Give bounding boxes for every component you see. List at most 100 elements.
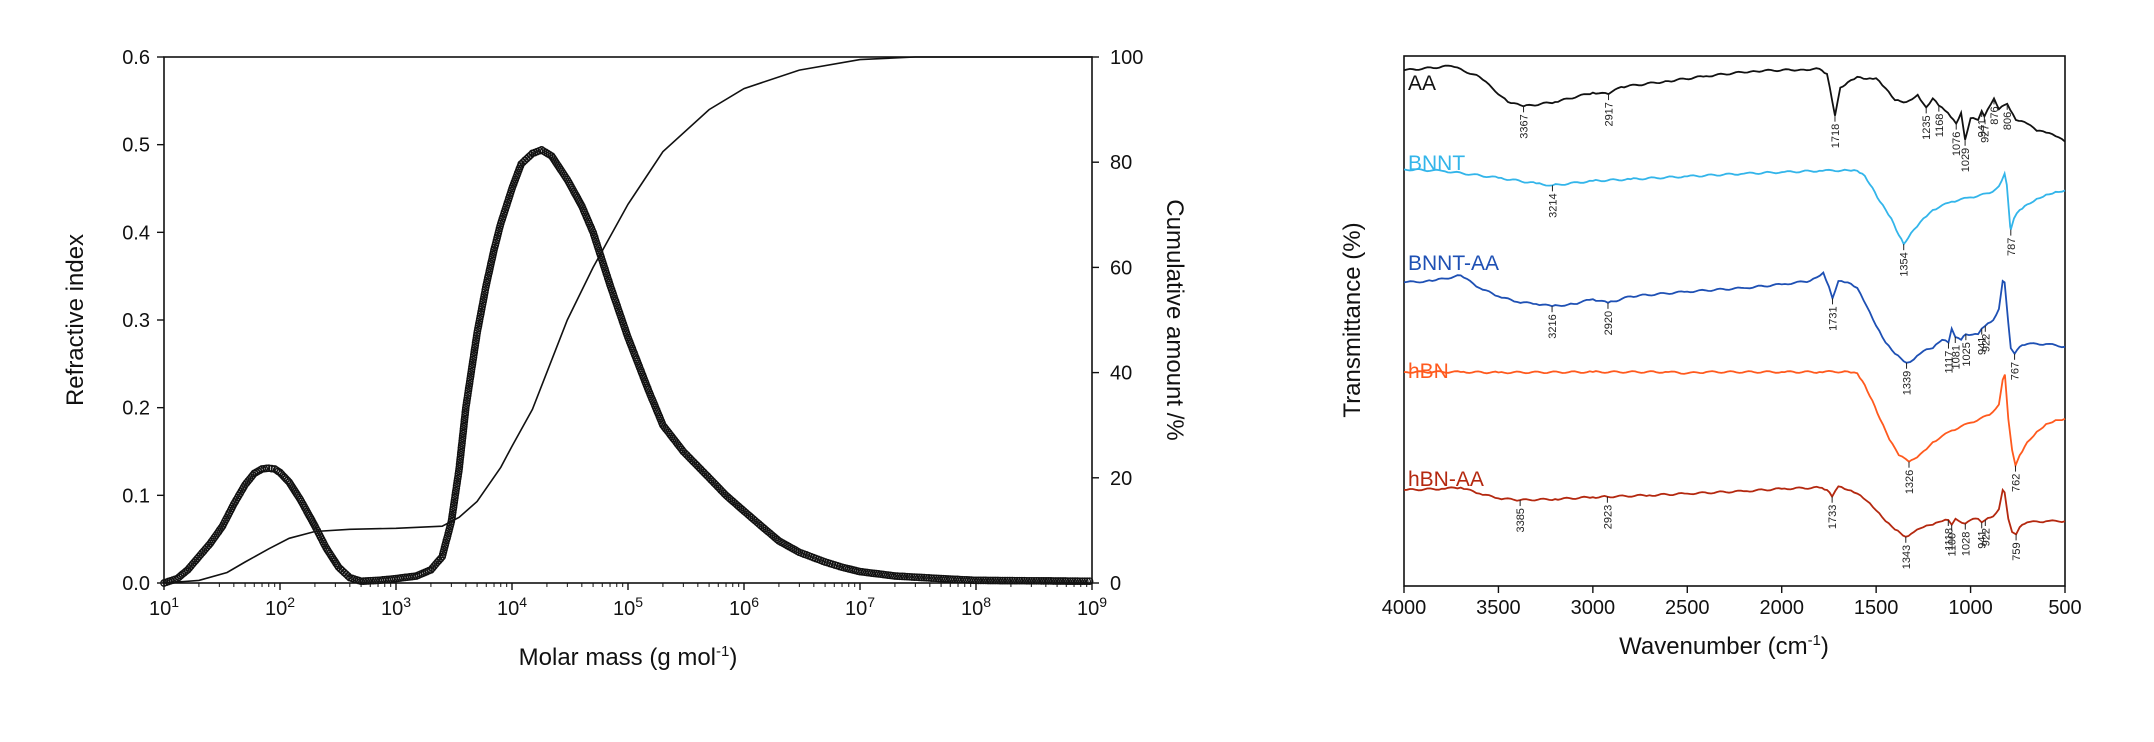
- right-y-tick-label: 40: [1110, 363, 1132, 385]
- left-right-y-ticks: 0 20 40 60 80 100: [1092, 47, 1143, 595]
- peak-label: 3385: [1515, 508, 1527, 532]
- peak-label: 1029: [1960, 148, 1972, 172]
- peak-label: 1718: [1830, 124, 1842, 148]
- x-tick-label: 101: [149, 594, 179, 620]
- refractive-index-point: [929, 574, 938, 583]
- refractive-index-point: [922, 573, 931, 582]
- x-tick-label: 106: [729, 594, 759, 620]
- y-tick-label: 0.3: [122, 310, 150, 332]
- x-tick-label: 1500: [1854, 597, 1899, 619]
- refractive-index-point: [1027, 576, 1036, 585]
- peak-label: 2917: [1603, 102, 1615, 126]
- refractive-index-point: [998, 576, 1007, 585]
- left-y-axis-label: Refractive index: [62, 234, 89, 406]
- x-tick-label: 4000: [1382, 597, 1427, 619]
- refractive-index-point: [1044, 577, 1053, 585]
- refractive-index-point: [969, 576, 978, 585]
- refractive-index-point: [1003, 576, 1012, 585]
- right-x-axis-label-close: ): [1821, 633, 1829, 660]
- peak-label: 3367: [1519, 114, 1531, 138]
- y-tick-label: 0.6: [122, 47, 150, 69]
- right-y-axis-label: Transmittance (%): [1339, 222, 1366, 417]
- refractive-index-point: [979, 576, 988, 585]
- right-x-axis-label-text: Wavenumber (cm: [1619, 633, 1807, 660]
- x-tick-base: 10: [845, 598, 867, 620]
- refractive-index-point: [895, 572, 904, 581]
- peak-label: 3214: [1547, 193, 1559, 217]
- peak-label: 1733: [1827, 505, 1839, 529]
- peak-label: 759: [2011, 542, 2023, 560]
- series-line-aa: [1403, 64, 2066, 143]
- refractive-index-point: [1018, 576, 1026, 585]
- refractive-index-point: [436, 554, 445, 563]
- refractive-index-point: [344, 572, 352, 580]
- x-tick-label: 2000: [1759, 597, 1804, 619]
- x-tick-base: 10: [1077, 598, 1099, 620]
- refractive-index-point: [1073, 577, 1082, 585]
- refractive-index-point: [364, 577, 373, 585]
- refractive-index-point: [898, 572, 907, 581]
- y-tick-label: 0.1: [122, 485, 150, 507]
- refractive-index-point: [996, 576, 1005, 585]
- refractive-index-point: [1085, 577, 1094, 586]
- refractive-index-point: [1078, 577, 1087, 586]
- peak-label: 941: [1977, 119, 1989, 137]
- right-plot-frame: [1403, 55, 2066, 587]
- peak-label: 2923: [1602, 505, 1614, 529]
- left-x-axis-label: Molar mass (g mol-1): [519, 643, 738, 671]
- refractive-index-point: [910, 573, 919, 581]
- peak-label: 787: [2006, 238, 2018, 256]
- left-y-ticks: 0.0 0.1 0.2 0.3 0.4 0.5 0.6: [122, 47, 164, 595]
- refractive-index-point: [1013, 576, 1021, 585]
- peak-label: 1118: [1943, 528, 1955, 551]
- right-y-axis-label: Cumulative amount /%: [1161, 199, 1188, 440]
- left-x-axis-label-close: ): [729, 644, 737, 671]
- peak-label: 806: [2002, 112, 2014, 130]
- series-line-bnnt: [1403, 168, 2066, 246]
- refractive-index-point: [1076, 577, 1084, 586]
- x-tick-exponent: 9: [1099, 594, 1107, 610]
- y-tick-label: 0.4: [122, 222, 150, 244]
- peak-label: 2920: [1603, 311, 1615, 335]
- x-tick-base: 10: [613, 598, 635, 620]
- refractive-index-point: [1071, 577, 1079, 585]
- x-tick-base: 10: [729, 598, 751, 620]
- refractive-index-point: [903, 572, 911, 581]
- peak-label: 876: [1989, 106, 2001, 124]
- refractive-index-point: [976, 576, 985, 585]
- series-label-bnnt-aa: BNNT-AA: [1408, 252, 1499, 275]
- peak-label: 762: [2011, 474, 2023, 492]
- refractive-index-point: [1010, 576, 1019, 585]
- refractive-index-point: [1039, 577, 1048, 585]
- series-label-bnnt: BNNT: [1408, 152, 1465, 175]
- refractive-index-point: [932, 574, 941, 583]
- refractive-index-point: [974, 576, 983, 585]
- refractive-index-point: [991, 576, 1000, 585]
- ftir-spectra-chart: 4000 3500 3000 2500 2000 1500 1000 500 AA 3367 29…: [1339, 55, 2082, 660]
- refractive-index-point: [1005, 576, 1014, 585]
- refractive-index-point: [1034, 576, 1043, 585]
- refractive-index-point: [989, 576, 997, 585]
- refractive-index-point: [1025, 576, 1034, 585]
- x-tick-label: 500: [2048, 597, 2081, 619]
- x-tick-base: 10: [497, 598, 519, 620]
- y-tick-label: 0.0: [122, 573, 150, 595]
- y-tick-label: 0.5: [122, 135, 150, 157]
- refractive-index-point: [1056, 577, 1065, 585]
- peak-label: 1235: [1921, 115, 1933, 139]
- peak-label: 3216: [1547, 314, 1559, 338]
- refractive-index-point: [1030, 576, 1038, 585]
- refractive-index-point: [1068, 577, 1077, 585]
- refractive-index-point: [1061, 577, 1070, 585]
- left-x-axis-label-text: Molar mass (g mol: [519, 644, 716, 671]
- y-tick-label: 0.2: [122, 398, 150, 420]
- x-tick-label: 102: [265, 594, 295, 620]
- refractive-index-point: [993, 576, 1002, 585]
- refractive-index-point: [359, 577, 368, 585]
- series-label-hbn-aa: hBN-AA: [1408, 468, 1484, 491]
- x-tick-label: 3500: [1476, 597, 1521, 619]
- cumulative-amount-line: [163, 56, 1092, 584]
- refractive-index-point: [915, 573, 924, 582]
- peak-label: 1731: [1827, 306, 1839, 330]
- refractive-index-point: [362, 577, 370, 585]
